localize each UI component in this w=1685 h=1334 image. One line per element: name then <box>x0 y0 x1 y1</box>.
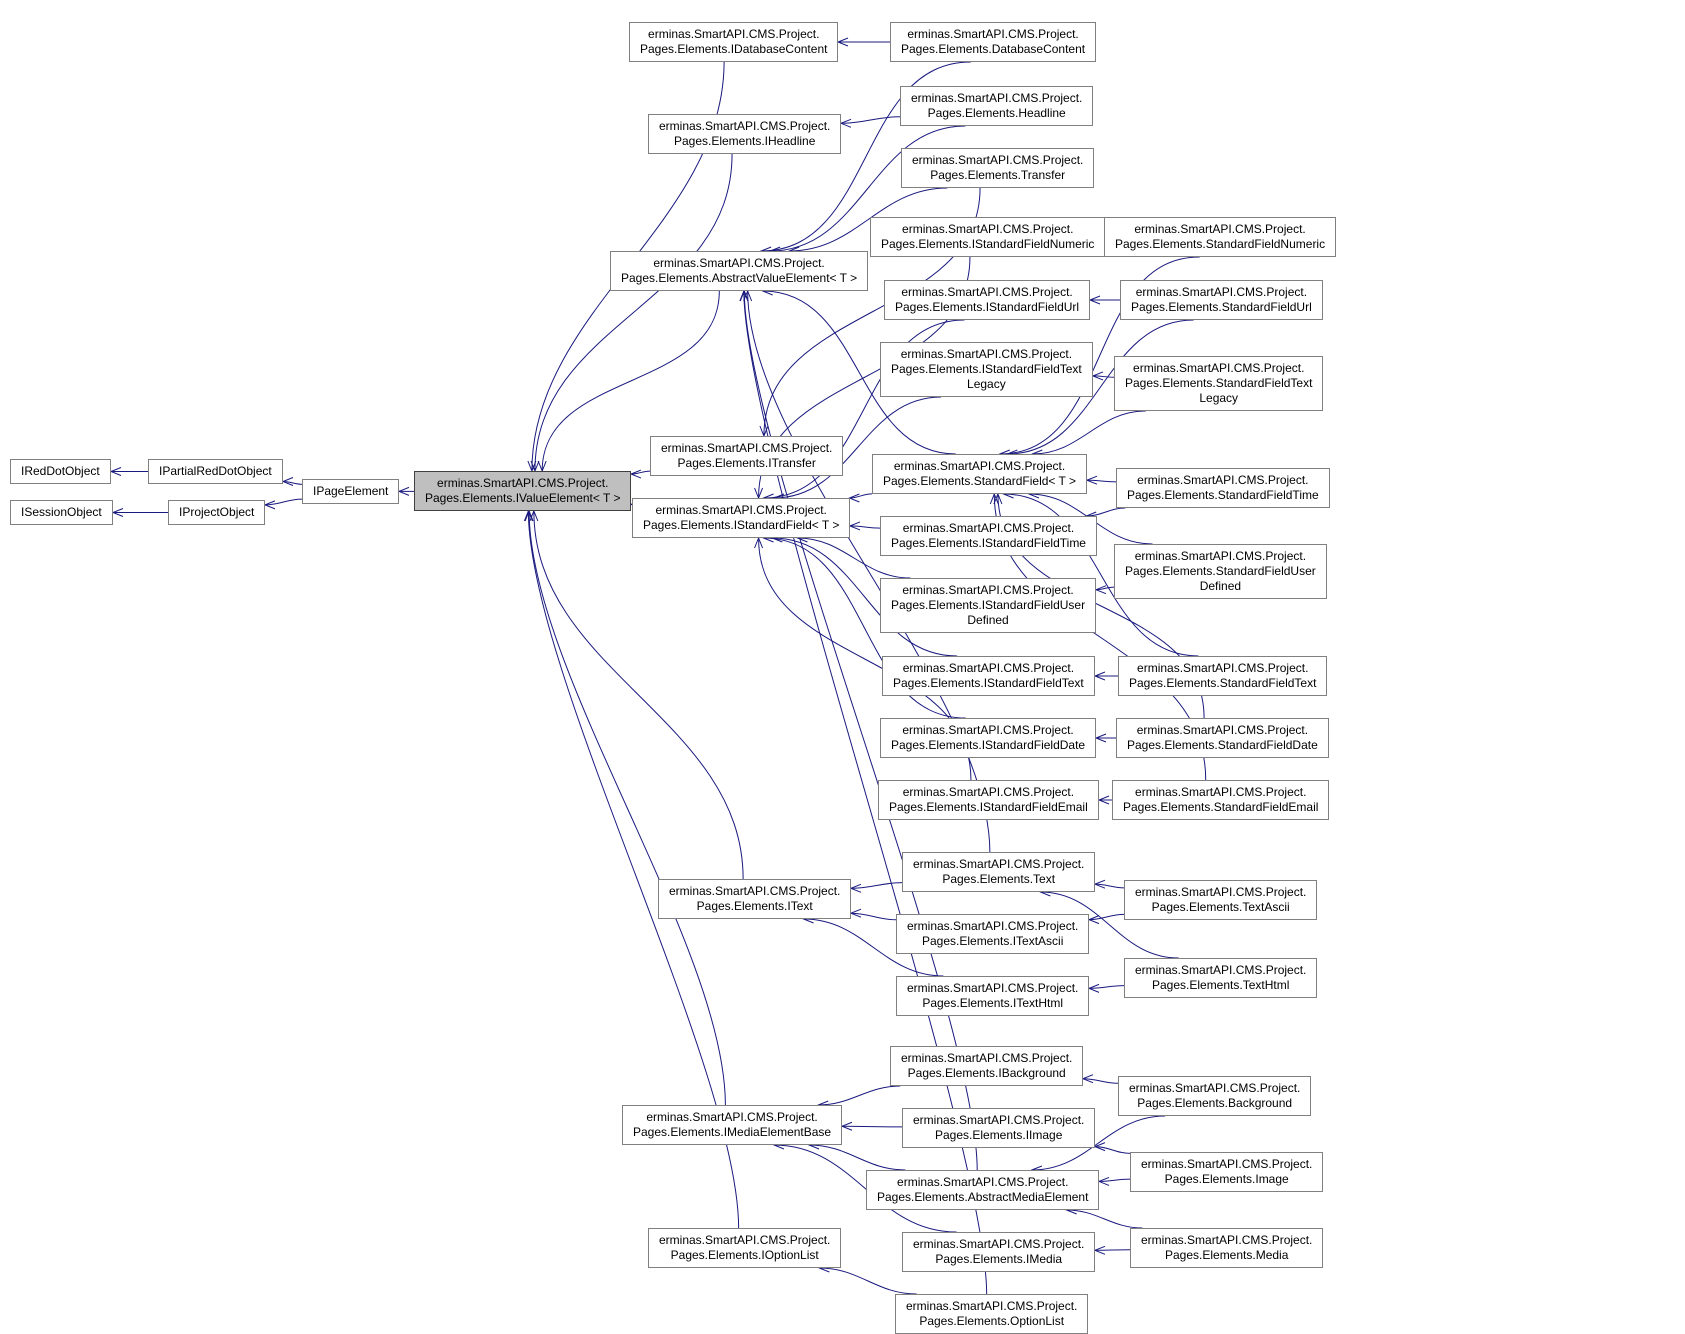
inheritance-edge <box>1032 411 1146 454</box>
inheritance-edge <box>809 1145 905 1170</box>
class-node-StandardFieldText[interactable]: erminas.SmartAPI.CMS.Project. Pages.Elem… <box>1118 656 1327 696</box>
class-node-IStandardFieldDate[interactable]: erminas.SmartAPI.CMS.Project. Pages.Elem… <box>880 718 1096 758</box>
inheritance-edge <box>1086 508 1125 516</box>
inheritance-edge <box>1099 1179 1130 1181</box>
inheritance-edge <box>534 511 743 879</box>
class-node-OptionList[interactable]: erminas.SmartAPI.CMS.Project. Pages.Elem… <box>895 1294 1088 1334</box>
class-node-IStandardField[interactable]: erminas.SmartAPI.CMS.Project. Pages.Elem… <box>632 498 850 538</box>
inheritance-edge <box>535 154 732 471</box>
class-node-StandardFieldT[interactable]: erminas.SmartAPI.CMS.Project. Pages.Elem… <box>872 454 1087 494</box>
inheritance-edge <box>1093 376 1114 377</box>
class-node-ISessionObject[interactable]: ISessionObject <box>10 500 113 525</box>
class-node-ITransfer[interactable]: erminas.SmartAPI.CMS.Project. Pages.Elem… <box>650 436 843 476</box>
class-node-Text[interactable]: erminas.SmartAPI.CMS.Project. Pages.Elem… <box>902 852 1095 892</box>
class-node-IStandardFieldUrl[interactable]: erminas.SmartAPI.CMS.Project. Pages.Elem… <box>884 280 1090 320</box>
inheritance-edge <box>529 511 725 1105</box>
inheritance-edge <box>851 913 896 920</box>
inheritance-edge <box>1087 480 1116 482</box>
class-node-TextAscii[interactable]: erminas.SmartAPI.CMS.Project. Pages.Elem… <box>1124 880 1317 920</box>
inheritance-edge <box>283 482 302 485</box>
inheritance-edge <box>1095 884 1124 888</box>
inheritance-edge <box>1095 1250 1130 1251</box>
class-node-IBackground[interactable]: erminas.SmartAPI.CMS.Project. Pages.Elem… <box>890 1046 1083 1086</box>
inheritance-edge <box>1096 587 1114 590</box>
class-node-DatabaseContent[interactable]: erminas.SmartAPI.CMS.Project. Pages.Elem… <box>890 22 1096 62</box>
class-node-Media[interactable]: erminas.SmartAPI.CMS.Project. Pages.Elem… <box>1130 1228 1323 1268</box>
class-node-StandardFieldDate[interactable]: erminas.SmartAPI.CMS.Project. Pages.Elem… <box>1116 718 1329 758</box>
class-node-IPageElement[interactable]: IPageElement <box>302 479 399 504</box>
class-node-IDatabaseContent[interactable]: erminas.SmartAPI.CMS.Project. Pages.Elem… <box>629 22 838 62</box>
inheritance-edge <box>841 117 900 124</box>
class-node-StandardFieldTextLegacy[interactable]: erminas.SmartAPI.CMS.Project. Pages.Elem… <box>1114 356 1323 411</box>
inheritance-edge <box>1083 1079 1118 1084</box>
class-node-StandardFieldUrl[interactable]: erminas.SmartAPI.CMS.Project. Pages.Elem… <box>1120 280 1323 320</box>
class-node-StandardFieldUserDefined[interactable]: erminas.SmartAPI.CMS.Project. Pages.Elem… <box>1114 544 1327 599</box>
class-node-IStandardFieldTime[interactable]: erminas.SmartAPI.CMS.Project. Pages.Elem… <box>880 516 1097 556</box>
class-node-StandardFieldNumeric[interactable]: erminas.SmartAPI.CMS.Project. Pages.Elem… <box>1104 217 1336 257</box>
class-node-Image[interactable]: erminas.SmartAPI.CMS.Project. Pages.Elem… <box>1130 1152 1323 1192</box>
class-diagram-canvas: IRedDotObject ISessionObject IPartialRedDo… <box>0 0 1685 1325</box>
inheritance-edge <box>851 883 902 889</box>
class-node-AbstractValueElement[interactable]: erminas.SmartAPI.CMS.Project. Pages.Elem… <box>610 251 868 291</box>
class-node-IStandardFieldNumeric[interactable]: erminas.SmartAPI.CMS.Project. Pages.Elem… <box>870 217 1105 257</box>
class-node-IProjectObject[interactable]: IProjectObject <box>168 500 265 525</box>
edges-layer <box>0 0 1685 1325</box>
class-node-StandardFieldEmail[interactable]: erminas.SmartAPI.CMS.Project. Pages.Elem… <box>1112 780 1329 820</box>
inheritance-edge <box>1095 1147 1130 1154</box>
inheritance-edge <box>849 494 872 498</box>
class-node-IOptionList[interactable]: erminas.SmartAPI.CMS.Project. Pages.Elem… <box>648 1228 841 1268</box>
class-node-IImage[interactable]: erminas.SmartAPI.CMS.Project. Pages.Elem… <box>902 1108 1095 1148</box>
class-node-Background[interactable]: erminas.SmartAPI.CMS.Project. Pages.Elem… <box>1118 1076 1311 1116</box>
inheritance-edge <box>1089 986 1124 989</box>
inheritance-edge <box>631 471 650 474</box>
class-node-IStandardFieldUserDefined[interactable]: erminas.SmartAPI.CMS.Project. Pages.Elem… <box>880 578 1096 633</box>
class-node-IStandardFieldText[interactable]: erminas.SmartAPI.CMS.Project. Pages.Elem… <box>882 656 1095 696</box>
class-node-Headline[interactable]: erminas.SmartAPI.CMS.Project. Pages.Elem… <box>900 86 1093 126</box>
class-node-IHeadline[interactable]: erminas.SmartAPI.CMS.Project. Pages.Elem… <box>648 114 841 154</box>
class-node-IRedDotObject[interactable]: IRedDotObject <box>10 459 111 484</box>
inheritance-edge <box>850 526 880 528</box>
class-node-ITextHtml[interactable]: erminas.SmartAPI.CMS.Project. Pages.Elem… <box>896 976 1089 1016</box>
class-node-Transfer[interactable]: erminas.SmartAPI.CMS.Project. Pages.Elem… <box>901 148 1094 188</box>
class-node-IValueElement[interactable]: erminas.SmartAPI.CMS.Project. Pages.Elem… <box>414 471 631 511</box>
inheritance-edge <box>818 1086 900 1105</box>
class-node-ITextAscii[interactable]: erminas.SmartAPI.CMS.Project. Pages.Elem… <box>896 914 1089 954</box>
inheritance-edge <box>265 499 302 505</box>
class-node-IMediaElementBase[interactable]: erminas.SmartAPI.CMS.Project. Pages.Elem… <box>622 1105 842 1145</box>
inheritance-edge <box>842 1126 902 1127</box>
class-node-IStandardFieldTextLegacy[interactable]: erminas.SmartAPI.CMS.Project. Pages.Elem… <box>880 342 1093 397</box>
inheritance-edge <box>1089 914 1124 919</box>
inheritance-edge <box>1067 1210 1143 1228</box>
class-node-StandardFieldTime[interactable]: erminas.SmartAPI.CMS.Project. Pages.Elem… <box>1116 468 1330 508</box>
class-node-IPartialRedDotObject[interactable]: IPartialRedDotObject <box>148 459 283 484</box>
class-node-AbstractMediaElement[interactable]: erminas.SmartAPI.CMS.Project. Pages.Elem… <box>866 1170 1099 1210</box>
class-node-IStandardFieldEmail[interactable]: erminas.SmartAPI.CMS.Project. Pages.Elem… <box>878 780 1099 820</box>
class-node-IMedia[interactable]: erminas.SmartAPI.CMS.Project. Pages.Elem… <box>902 1232 1095 1272</box>
class-node-IText[interactable]: erminas.SmartAPI.CMS.Project. Pages.Elem… <box>658 879 851 919</box>
class-node-TextHtml[interactable]: erminas.SmartAPI.CMS.Project. Pages.Elem… <box>1124 958 1317 998</box>
